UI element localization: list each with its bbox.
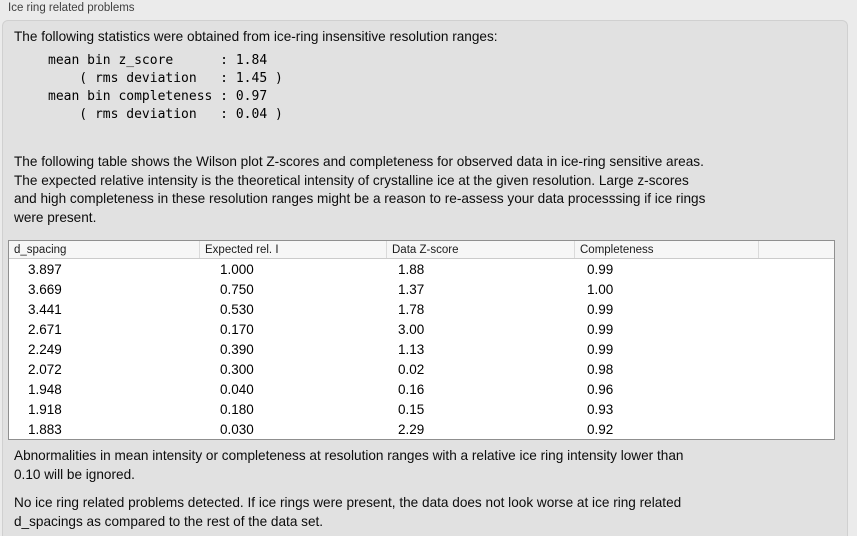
column-header-expected-rel-i[interactable]: Expected rel. I [199, 241, 386, 258]
table-cell: 0.750 [220, 281, 254, 297]
table-row[interactable]: 1.948 0.040 0.16 0.96 [9, 379, 834, 399]
table-cell: 1.88 [398, 261, 425, 277]
conclusion-text: No ice ring related problems detected. I… [14, 495, 682, 529]
table-cell-empty [758, 299, 834, 319]
table-cell: 0.030 [220, 421, 254, 437]
table-cell: 0.040 [220, 381, 254, 397]
ignore-note: Abnormalities in mean intensity or compl… [14, 448, 684, 482]
table-cell: 1.883 [28, 421, 62, 437]
table-cell: 0.15 [398, 401, 425, 417]
column-header-data-z-score[interactable]: Data Z-score [386, 241, 574, 258]
table-cell: 1.000 [220, 261, 254, 277]
table-cell-empty [758, 339, 834, 359]
table-cell: 0.390 [220, 341, 254, 357]
table-row[interactable]: 3.441 0.530 1.78 0.99 [9, 299, 834, 319]
table-cell: 1.948 [28, 381, 62, 397]
table-cell: 0.02 [398, 361, 425, 377]
intro-text: The following statistics were obtained f… [14, 29, 498, 44]
table-cell-empty [758, 379, 834, 399]
table-cell: 1.78 [398, 301, 425, 317]
section-title: Ice ring related problems [8, 2, 135, 14]
table-cell: 2.671 [28, 321, 62, 337]
column-header-completeness[interactable]: Completeness [574, 241, 758, 258]
table-cell: 0.92 [587, 421, 614, 437]
table-row[interactable]: 2.072 0.300 0.02 0.98 [9, 359, 834, 379]
table-cell: 1.13 [398, 341, 425, 357]
table-cell: 0.99 [587, 321, 614, 337]
table-cell: 0.16 [398, 381, 425, 397]
table-cell: 0.99 [587, 261, 614, 277]
table-cell: 3.441 [28, 301, 62, 317]
table-row[interactable]: 2.249 0.390 1.13 0.99 [9, 339, 834, 359]
table-row[interactable]: 1.918 0.180 0.15 0.93 [9, 399, 834, 419]
table-body: 3.897 1.000 1.88 0.99 3.669 0.750 1.37 1.00 3.44… [9, 259, 834, 439]
table-cell: 0.180 [220, 401, 254, 417]
table-cell-empty [758, 279, 834, 299]
table-cell: 1.00 [587, 281, 614, 297]
table-cell: 2.29 [398, 421, 425, 437]
table-cell: 2.072 [28, 361, 62, 377]
table-cell-empty [758, 359, 834, 379]
column-header-empty [758, 241, 834, 258]
table-cell: 0.300 [220, 361, 254, 377]
table-cell: 0.99 [587, 341, 614, 357]
table-cell-empty [758, 419, 834, 439]
table-cell: 0.96 [587, 381, 614, 397]
table-cell-empty [758, 259, 834, 279]
column-header-d-spacing[interactable]: d_spacing [14, 243, 67, 256]
table-cell: 1.37 [398, 281, 425, 297]
table-cell-empty [758, 399, 834, 419]
table-cell: 0.99 [587, 301, 614, 317]
table-cell: 3.897 [28, 261, 62, 277]
table-cell: 0.93 [587, 401, 614, 417]
table-cell: 1.918 [28, 401, 62, 417]
table-row[interactable]: 3.897 1.000 1.88 0.99 [9, 259, 834, 279]
table-header: d_spacing Expected rel. I Data Z-score C… [9, 241, 834, 259]
table-cell: 3.00 [398, 321, 425, 337]
table-row[interactable]: 2.671 0.170 3.00 0.99 [9, 319, 834, 339]
ice-ring-panel: The following statistics were obtained f… [2, 20, 848, 536]
table-row[interactable]: 1.883 0.030 2.29 0.92 [9, 419, 834, 439]
table-cell: 0.98 [587, 361, 614, 377]
table-cell: 0.530 [220, 301, 254, 317]
table-cell: 0.170 [220, 321, 254, 337]
ice-ring-table[interactable]: d_spacing Expected rel. I Data Z-score C… [8, 240, 835, 440]
table-description: The following table shows the Wilson plo… [14, 154, 706, 225]
stats-block: mean bin z_score : 1.84 ( rms deviation … [48, 53, 283, 122]
table-cell: 3.669 [28, 281, 62, 297]
table-row[interactable]: 3.669 0.750 1.37 1.00 [9, 279, 834, 299]
table-cell-empty [758, 319, 834, 339]
table-cell: 2.249 [28, 341, 62, 357]
